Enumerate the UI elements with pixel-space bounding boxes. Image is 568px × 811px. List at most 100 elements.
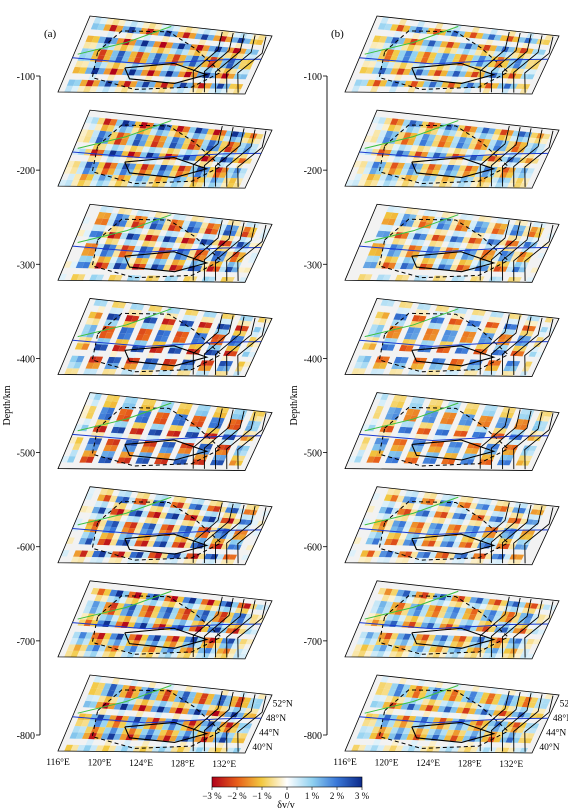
slice-cell xyxy=(499,172,508,178)
depth-slice-300-panel-a: -300 xyxy=(17,203,273,283)
slice-cell xyxy=(100,124,109,132)
slice-cell xyxy=(427,69,436,76)
slice-cell xyxy=(497,699,506,706)
slice-cell xyxy=(201,516,211,522)
slice-cell xyxy=(164,652,173,659)
slice-cell xyxy=(88,405,97,413)
slab-contour xyxy=(237,695,267,752)
slice-cell xyxy=(489,405,499,412)
slice-cell xyxy=(95,701,104,709)
slice-cell xyxy=(530,603,539,609)
slice-cell xyxy=(133,215,143,223)
slice-cell xyxy=(384,695,394,703)
slice-cell xyxy=(366,173,376,181)
slice-cell xyxy=(95,557,105,564)
slice-cell xyxy=(146,258,156,265)
lon-tick-label: 128°E xyxy=(458,758,482,769)
slice-cell xyxy=(115,68,125,75)
slice-cell xyxy=(400,639,409,646)
slice-cell xyxy=(104,49,114,57)
slice-cell xyxy=(521,178,531,184)
slice-cell xyxy=(496,459,506,466)
slice-cell xyxy=(69,449,79,457)
slice-cell xyxy=(114,557,123,564)
slice-cell xyxy=(493,317,502,324)
slice-cell xyxy=(248,336,257,343)
slice-cell xyxy=(413,651,423,658)
slice-cell xyxy=(85,35,95,43)
slice-cell xyxy=(363,745,373,752)
green-line xyxy=(364,25,459,55)
slice-cell xyxy=(111,344,121,352)
slice-cell xyxy=(131,422,141,429)
slice-cell xyxy=(428,363,438,370)
slice-cell xyxy=(135,334,145,341)
slice-cell xyxy=(412,515,422,523)
slice-cell xyxy=(98,520,108,527)
slice-cell xyxy=(491,134,500,140)
slice-cell xyxy=(257,34,266,41)
slice-cell xyxy=(480,171,490,178)
slice-cell xyxy=(357,650,367,658)
slice-cell xyxy=(160,241,169,248)
slice-cell xyxy=(230,267,240,273)
slice-cell xyxy=(91,318,101,326)
slice-cell xyxy=(361,719,371,727)
slice-cell xyxy=(372,35,382,43)
slice-cell xyxy=(542,604,551,610)
slice-cell xyxy=(469,652,479,659)
slice-cell xyxy=(494,422,504,429)
slice-cell xyxy=(362,638,372,645)
slice-cell xyxy=(97,601,107,609)
slice-cell xyxy=(391,614,401,622)
slice-cell xyxy=(117,207,127,215)
slice-cell xyxy=(513,653,522,659)
slice-cell xyxy=(369,167,378,175)
slice-cell xyxy=(394,274,404,281)
slice-cell xyxy=(513,747,522,753)
slice-cell xyxy=(166,53,175,60)
slice-cell xyxy=(535,54,544,60)
slice-cell xyxy=(209,459,219,466)
slice-cell xyxy=(485,133,494,140)
slice-cell xyxy=(144,46,153,53)
slice-cell xyxy=(212,35,222,42)
slice-cell xyxy=(521,366,531,372)
slice-cell xyxy=(66,173,76,181)
slice-cell xyxy=(206,266,215,272)
slice-cell xyxy=(520,220,529,226)
slice-cell xyxy=(89,180,98,187)
slice-cell xyxy=(139,340,148,347)
slice-cell xyxy=(207,139,217,146)
solid-contour xyxy=(124,251,209,273)
slice-cell xyxy=(81,720,90,727)
slice-cell xyxy=(421,698,431,705)
slice-cell xyxy=(391,49,401,57)
slice-cell xyxy=(88,230,98,238)
slice-cell xyxy=(139,404,149,411)
green-line xyxy=(364,402,459,432)
slice-cell xyxy=(129,175,138,182)
slice-cell xyxy=(361,343,371,350)
slice-cell xyxy=(419,181,429,188)
slice-cell xyxy=(98,143,108,150)
slice-cell xyxy=(465,525,475,532)
slice-cell xyxy=(210,417,219,423)
slice-cell xyxy=(509,512,518,519)
slab-contour xyxy=(502,316,532,375)
slice-cell xyxy=(116,551,126,558)
slice-cell xyxy=(453,307,462,314)
slice-cell xyxy=(510,350,519,357)
slice-cell xyxy=(453,524,462,531)
slice-cell xyxy=(257,317,266,323)
slice-cell xyxy=(162,142,172,149)
slice-cell xyxy=(232,747,241,753)
slice-cell xyxy=(165,541,174,548)
colorbar-tick-label: 3 % xyxy=(355,791,370,801)
slice-cell xyxy=(472,697,482,704)
slice-cell xyxy=(182,691,191,698)
slice-cell xyxy=(97,727,106,734)
slice-cell xyxy=(163,595,173,602)
slice-cell xyxy=(494,234,504,240)
slice-cell xyxy=(391,645,400,652)
